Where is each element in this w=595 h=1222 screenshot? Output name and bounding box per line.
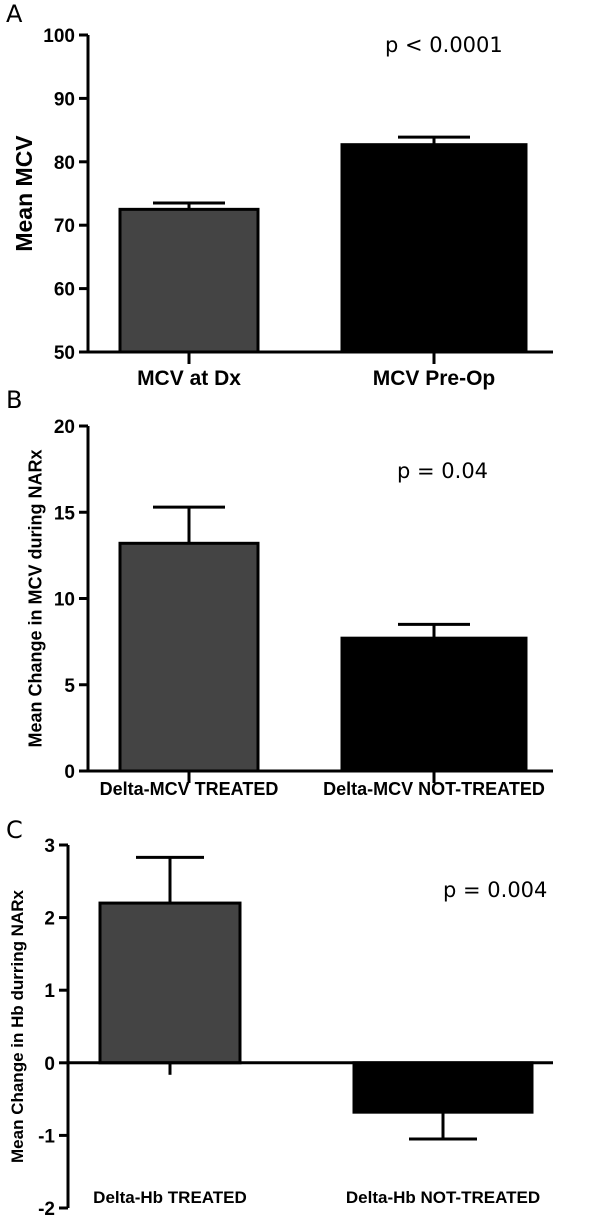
y-tick-label: -1 [38,1126,55,1147]
bar [118,541,260,773]
y-tick-label: 5 [64,676,75,697]
category-label: MCV Pre-Op [373,367,496,390]
y-tick-label: -2 [38,1199,55,1220]
y-tick-label: 70 [54,216,75,237]
y-tick-label: 60 [54,280,75,301]
y-tick-label: 100 [43,26,75,47]
panel-letter: A [6,0,23,28]
bar [340,636,528,773]
bar [118,207,260,354]
y-tick-label: 0 [44,1054,55,1075]
y-tick-label: 15 [54,503,76,524]
p-value-annotation: p = 0.04 [397,459,488,483]
category-label: Delta-Hb NOT-TREATED [346,1188,540,1207]
category-label: MCV at Dx [137,367,241,390]
p-value-annotation: p = 0.004 [443,878,547,902]
y-tick-label: 80 [54,153,75,174]
y-tick-label: 2 [44,909,55,930]
panel-letter: B [6,386,22,414]
y-tick-label: 90 [54,89,75,110]
category-label: Delta-MCV NOT-TREATED [323,779,545,799]
y-tick-label: 20 [54,417,75,438]
y-axis-title: Mean Change in MCV during NARx [25,449,45,747]
category-label: Delta-MCV TREATED [100,779,279,799]
bar [340,143,528,354]
p-value-annotation: p < 0.0001 [385,33,503,57]
y-tick-label: 10 [54,590,75,611]
chart-panel-a: A MCV at Dx MCV Pre-Op 50 60 70 80 90 100 Mean MC… [6,0,553,390]
y-tick-label: 1 [44,981,55,1002]
category-label: Delta-Hb TREATED [93,1188,247,1207]
panel-letter: C [6,816,23,844]
y-axis-title: Mean MCV [11,135,37,252]
bar [98,901,242,1065]
y-axis-title: Mean Change in Hb durring NARx [8,889,27,1163]
y-tick-label: 0 [64,762,75,783]
y-tick-label: 3 [44,836,55,857]
y-tick-label: 50 [54,343,75,364]
chart-panel-b: B Delta-MCV TREATED Delta-MCV NOT-TREATED 0… [6,386,553,799]
chart-panel-c: C Delta-Hb TREATED Delta-Hb NOT-TREATED -2 -… [6,816,553,1220]
